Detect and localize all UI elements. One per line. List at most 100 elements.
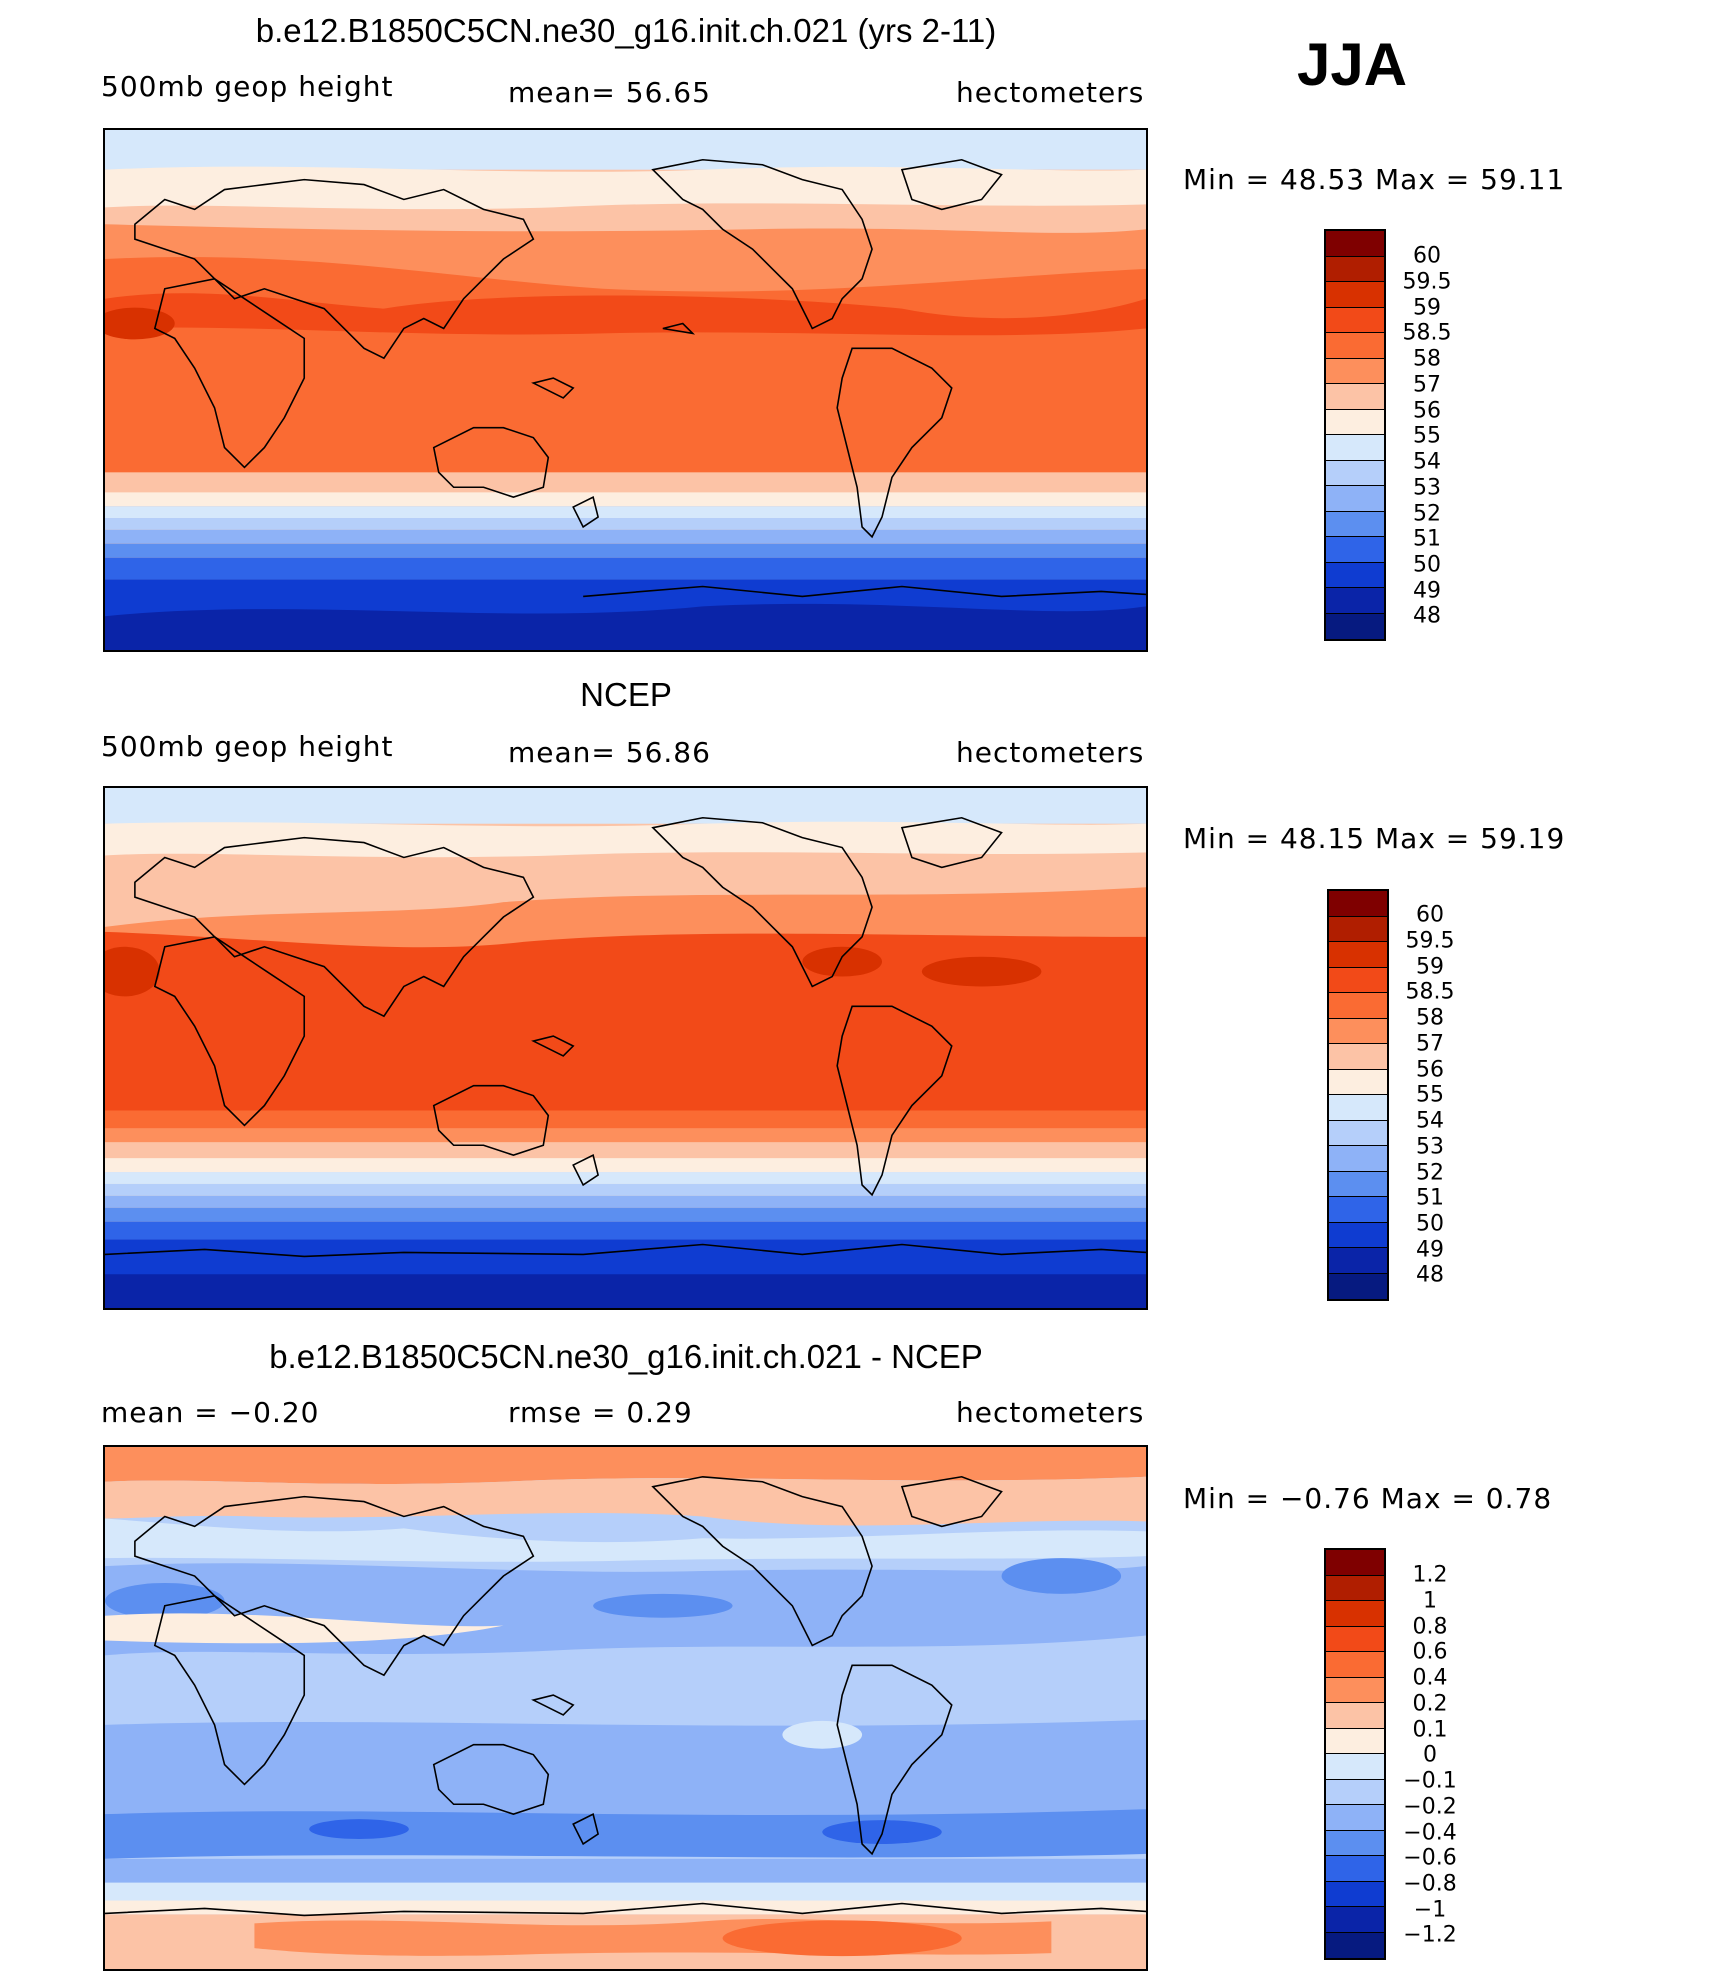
panel-3-contour-field xyxy=(105,1447,1146,1969)
panel-2-colorbar-swatch xyxy=(1329,967,1387,993)
season-label: JJA xyxy=(1297,31,1408,98)
panel-3-mean-label: mean = −0.20 xyxy=(101,1396,320,1429)
panel-3-colorbar-swatch xyxy=(1326,1728,1384,1754)
panel-1-colorbar-swatch xyxy=(1326,613,1384,639)
panel-2-colorbar-label: 51 xyxy=(1416,1185,1444,1211)
panel-3-colorbar-label: 0.6 xyxy=(1412,1639,1448,1665)
panel-3-colorbar-swatch xyxy=(1326,1677,1384,1703)
panel-1-colorbar-label: 54 xyxy=(1413,449,1441,475)
panel-1-units-label: hectometers xyxy=(956,76,1145,109)
panel-2-colorbar-label: 58.5 xyxy=(1405,979,1455,1005)
panel-1-colorbar-label: 56 xyxy=(1413,398,1441,424)
panel-2-colorbar-swatch xyxy=(1329,1069,1387,1095)
panel-1-colorbar-label: 49 xyxy=(1413,578,1441,604)
panel-1-colorbar-swatch xyxy=(1326,537,1384,563)
panel-1-contour-field xyxy=(105,130,1146,650)
panel-1-colorbar-label: 52 xyxy=(1413,501,1441,527)
panel-2-colorbar-label: 54 xyxy=(1416,1108,1444,1134)
panel-3-colorbar-label: −0.1 xyxy=(1403,1768,1457,1794)
panel-2-colorbar xyxy=(1327,889,1389,1301)
panel-3-colorbar-label: −0.6 xyxy=(1403,1845,1457,1871)
panel-1-colorbar xyxy=(1324,229,1386,641)
panel-2-colorbar-label: 55 xyxy=(1416,1082,1444,1108)
panel-2-colorbar-swatch xyxy=(1329,993,1387,1019)
panel-2-colorbar-swatch xyxy=(1329,1248,1387,1274)
panel-2-colorbar-label: 53 xyxy=(1416,1134,1444,1160)
panel-1-colorbar-swatch xyxy=(1326,511,1384,537)
panel-2-colorbar-swatch xyxy=(1329,916,1387,942)
panel-2-colorbar-label: 59 xyxy=(1416,954,1444,980)
panel-1-colorbar-label: 53 xyxy=(1413,475,1441,501)
panel-2-colorbar-label: 57 xyxy=(1416,1031,1444,1057)
panel-3-colorbar-label: 1 xyxy=(1423,1588,1437,1614)
panel-1-colorbar-swatch xyxy=(1326,562,1384,588)
panel-3-colorbar-label: 0 xyxy=(1423,1742,1437,1768)
panel-1-map xyxy=(103,128,1148,652)
panel-2-minmax: Min = 48.15 Max = 59.19 xyxy=(1183,822,1566,855)
panel-2-colorbar-swatch xyxy=(1329,1044,1387,1070)
panel-1-colorbar-label: 55 xyxy=(1413,423,1441,449)
panel-2-colorbar-swatch xyxy=(1329,942,1387,968)
panel-1-colorbar-swatch xyxy=(1326,358,1384,384)
panel-1-colorbar-label: 59 xyxy=(1413,295,1441,321)
panel-3-colorbar-label: −1.2 xyxy=(1403,1922,1457,1948)
panel-1-colorbar-label: 50 xyxy=(1413,552,1441,578)
panel-3-units-label: hectometers xyxy=(956,1396,1145,1429)
panel-1-variable-label: 500mb geop height xyxy=(101,70,394,103)
panel-3-colorbar-swatch xyxy=(1326,1601,1384,1627)
panel-3-colorbar-swatch xyxy=(1326,1575,1384,1601)
panel-1-colorbar-swatch xyxy=(1326,282,1384,308)
panel-1-mean-label: mean= 56.65 xyxy=(508,76,711,109)
panel-1-colorbar-label: 58 xyxy=(1413,346,1441,372)
panel-2-colorbar-swatch xyxy=(1329,1273,1387,1299)
panel-3-colorbar-label: −0.4 xyxy=(1403,1820,1457,1846)
panel-3-colorbar-swatch xyxy=(1326,1550,1384,1576)
panel-1-title: b.e12.B1850C5CN.ne30_g16.init.ch.021 (yr… xyxy=(255,12,997,49)
panel-2-variable-label: 500mb geop height xyxy=(101,730,394,763)
panel-2-colorbar-label: 52 xyxy=(1416,1160,1444,1186)
panel-2-colorbar-label: 48 xyxy=(1416,1262,1444,1288)
panel-3-title: b.e12.B1850C5CN.ne30_g16.init.ch.021 - N… xyxy=(269,1338,983,1375)
panel-3-colorbar-label: 0.1 xyxy=(1412,1717,1448,1743)
panel-1-colorbar-label: 60 xyxy=(1413,243,1441,269)
panel-1-colorbar-swatch xyxy=(1326,231,1384,257)
panel-2-mean-label: mean= 56.86 xyxy=(508,736,711,769)
panel-3-minmax: Min = −0.76 Max = 0.78 xyxy=(1183,1482,1553,1515)
panel-2-colorbar-swatch xyxy=(1329,1171,1387,1197)
panel-3-colorbar-swatch xyxy=(1326,1907,1384,1933)
panel-3-colorbar-label: 0.4 xyxy=(1412,1665,1448,1691)
panel-2-colorbar-swatch xyxy=(1329,1146,1387,1172)
panel-3-colorbar xyxy=(1324,1548,1386,1960)
panel-1-colorbar-label: 51 xyxy=(1413,526,1441,552)
panel-3-colorbar-swatch xyxy=(1326,1703,1384,1729)
panel-2-colorbar-swatch xyxy=(1329,1222,1387,1248)
panel-3-colorbar-swatch xyxy=(1326,1626,1384,1652)
panel-2-colorbar-label: 58 xyxy=(1416,1005,1444,1031)
panel-3-colorbar-swatch xyxy=(1326,1856,1384,1882)
panel-3-colorbar-swatch xyxy=(1326,1779,1384,1805)
panel-1-colorbar-label: 59.5 xyxy=(1402,269,1452,295)
panel-2-colorbar-swatch xyxy=(1329,891,1387,917)
panel-3-colorbar-swatch xyxy=(1326,1932,1384,1958)
panel-2-colorbar-label: 56 xyxy=(1416,1057,1444,1083)
panel-1-colorbar-label: 48 xyxy=(1413,603,1441,629)
panel-2-units-label: hectometers xyxy=(956,736,1145,769)
panel-3-colorbar-swatch xyxy=(1326,1881,1384,1907)
panel-2-colorbar-swatch xyxy=(1329,1018,1387,1044)
panel-2-title: NCEP xyxy=(580,676,672,713)
panel-1-colorbar-swatch xyxy=(1326,435,1384,461)
panel-3-colorbar-label: −1 xyxy=(1413,1897,1447,1923)
panel-3-colorbar-label: 0.8 xyxy=(1412,1614,1448,1640)
panel-1-colorbar-label: 57 xyxy=(1413,372,1441,398)
panel-2-colorbar-label: 50 xyxy=(1416,1211,1444,1237)
panel-1-colorbar-swatch xyxy=(1326,384,1384,410)
panel-3-rmse-label: rmse = 0.29 xyxy=(508,1396,693,1429)
panel-1-colorbar-swatch xyxy=(1326,486,1384,512)
panel-2-map xyxy=(103,786,1148,1310)
panel-2-contour-field xyxy=(105,788,1146,1308)
panel-3-colorbar-swatch xyxy=(1326,1652,1384,1678)
panel-3-colorbar-label: 0.2 xyxy=(1412,1691,1448,1717)
panel-2-colorbar-label: 59.5 xyxy=(1405,928,1455,954)
panel-1-colorbar-swatch xyxy=(1326,588,1384,614)
panel-1-colorbar-swatch xyxy=(1326,307,1384,333)
